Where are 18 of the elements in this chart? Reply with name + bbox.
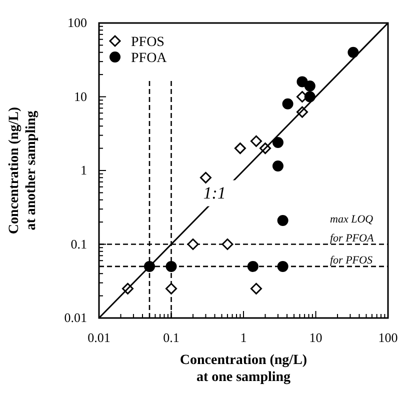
x-tick-label: 100 [378, 330, 398, 345]
x-axis-title: Concentration (ng/L) at one sampling [180, 353, 308, 385]
y-tick-label: 10 [74, 88, 87, 104]
y-tick-label: 100 [68, 15, 87, 30]
y-axis-title: Concentration (ng/L) at another sampling [7, 106, 39, 234]
x-tick-label: 0.01 [88, 330, 110, 345]
ref-line-label: for PFOS [330, 254, 373, 266]
annotation: max LOQ [330, 213, 374, 226]
y-tick-label: 1 [80, 162, 87, 178]
series-label: 1:1 [203, 183, 226, 202]
legend-label: PFOS [131, 35, 164, 50]
x-tick-label: 0.1 [163, 330, 180, 345]
y-tick-label: 0.01 [64, 310, 87, 325]
x-tick-label: 1 [240, 330, 247, 345]
x-tick-label: 10 [309, 330, 322, 345]
legend-label: PFOA [131, 51, 168, 66]
ref-line-label: for PFOA [330, 232, 374, 244]
y-tick-label: 0.1 [70, 236, 87, 252]
